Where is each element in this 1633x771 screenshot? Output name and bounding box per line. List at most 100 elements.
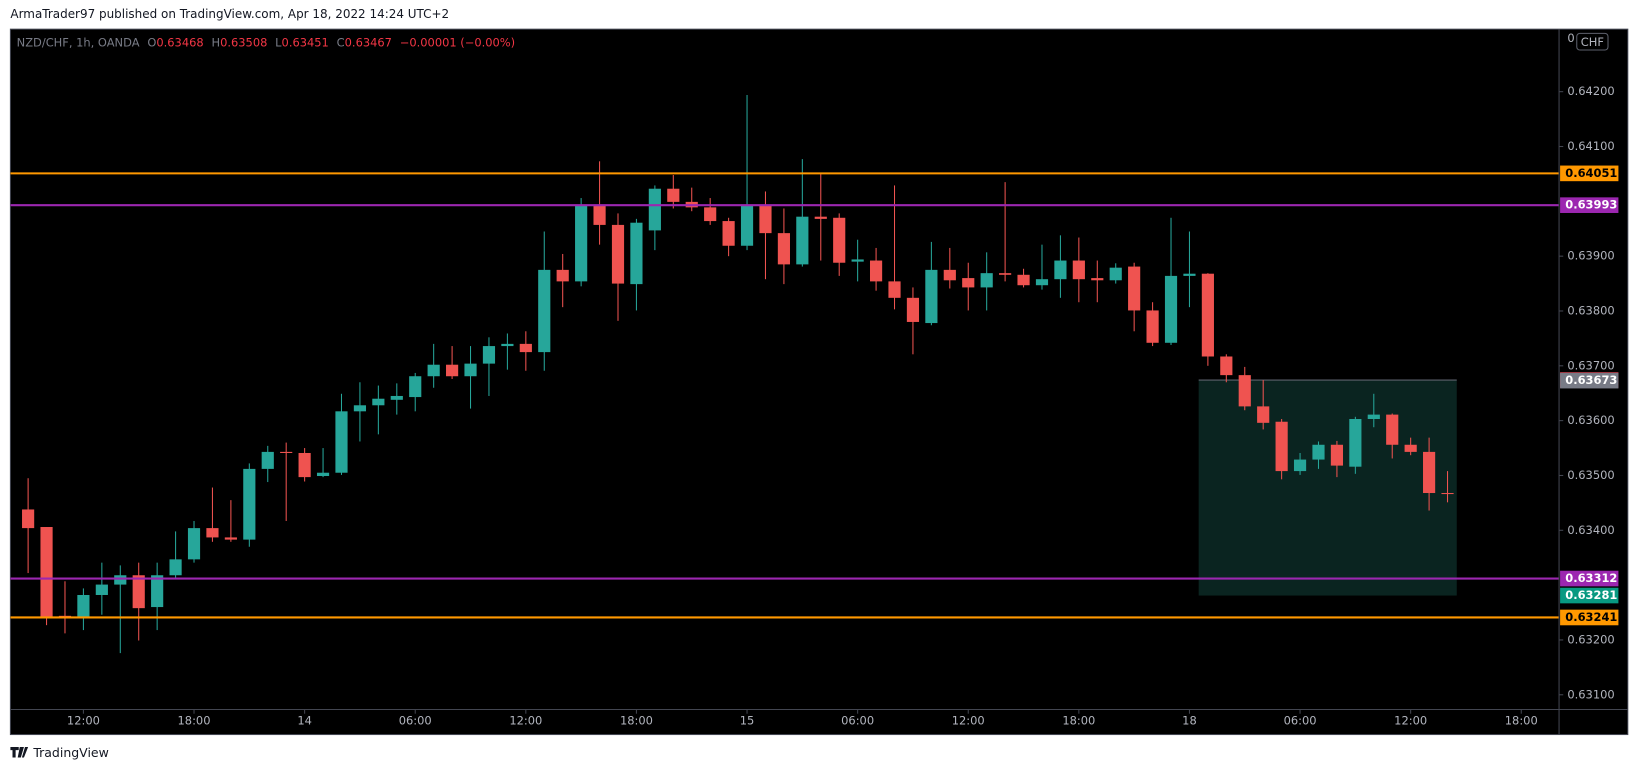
level-price-label: 0.63312: [1565, 571, 1617, 585]
candle-body: [224, 537, 237, 540]
ohlc-value: 0.63451: [282, 35, 329, 49]
level-price-label-bg: [1560, 197, 1619, 213]
candle-body: [1035, 279, 1049, 286]
candle-body: [1109, 267, 1122, 281]
brand-logo: [10, 747, 29, 758]
axis-corner: 0: [1567, 31, 1574, 45]
y-tick-label: 0.63200: [1567, 632, 1614, 646]
candle-body: [1312, 444, 1325, 460]
candle-body: [77, 594, 90, 619]
candle-body: [187, 528, 201, 560]
candle-body: [630, 222, 643, 285]
candle-body: [519, 343, 532, 353]
candle-body: [759, 205, 772, 234]
candle-body: [1017, 274, 1030, 286]
candle-body: [243, 468, 256, 540]
candle-body: [372, 398, 385, 406]
candle-body: [593, 205, 606, 225]
candle-body: [980, 273, 993, 288]
candle-body: [869, 260, 883, 282]
candle-body: [740, 205, 754, 246]
y-tick-label: 0.64100: [1567, 139, 1614, 153]
x-tick-label: 18: [1182, 713, 1197, 727]
currency-box: [1576, 32, 1609, 51]
x-tick-label: 14: [297, 713, 312, 727]
candle-body: [206, 528, 219, 538]
candle-body: [925, 269, 938, 324]
candle-body: [1220, 356, 1233, 376]
candle-body: [1330, 444, 1344, 466]
candle-body: [464, 363, 477, 377]
x-tick-label: 18:00: [1505, 713, 1538, 727]
candle-body: [611, 224, 625, 284]
candle-body: [22, 509, 35, 529]
level-price-label: 0.64051: [1565, 166, 1617, 180]
candle-body: [777, 233, 790, 265]
candle-body: [833, 217, 846, 263]
zone: [1198, 380, 1457, 596]
symbol-info: NZD/CHF, 1h, OANDA O0.63468 H0.63508 L0.…: [17, 35, 515, 49]
ohlc-key: H: [211, 35, 220, 49]
candle-body: [169, 559, 182, 576]
x-tick-label: 18:00: [620, 713, 653, 727]
candle-body: [335, 411, 348, 473]
candle-body: [1072, 260, 1085, 280]
candle-body: [1404, 444, 1417, 452]
currency-label: CHF: [1581, 35, 1604, 49]
candle-body: [316, 472, 330, 477]
candle-body: [261, 451, 274, 469]
symbol: NZD/CHF, 1h, OANDA: [17, 35, 140, 49]
x-tick-label: 06:00: [841, 713, 874, 727]
y-tick-label: 0.63500: [1567, 468, 1614, 482]
candle-body: [814, 216, 827, 219]
candle-body: [962, 278, 975, 288]
candle-body: [409, 376, 422, 398]
candle-body: [1293, 459, 1307, 472]
candle-body: [1183, 273, 1196, 276]
candle-body: [1423, 451, 1436, 494]
candle-body: [851, 259, 864, 262]
x-tick-label: 06:00: [399, 713, 432, 727]
candle-body: [1275, 421, 1288, 472]
candle-body: [667, 188, 680, 202]
candle-body: [501, 343, 514, 347]
candle-body: [1386, 414, 1399, 445]
y-tick-label: 0.63700: [1567, 358, 1614, 372]
candle-body: [95, 584, 108, 595]
candle-body: [482, 346, 496, 364]
candle-body: [390, 395, 403, 400]
candle-body: [538, 269, 551, 353]
level-price-label-bg: [1560, 165, 1619, 182]
x-tick-label: 18:00: [178, 713, 211, 727]
candle-body: [1201, 273, 1214, 357]
candle-body: [906, 297, 920, 322]
y-tick-label: 0.63900: [1567, 249, 1614, 263]
candle-body: [943, 269, 956, 281]
candle-body: [1257, 406, 1270, 423]
candle-body: [1238, 375, 1251, 407]
level-price-label-bg: [1560, 570, 1619, 587]
x-tick-label: 12:00: [509, 713, 542, 727]
candle-body: [1441, 493, 1454, 495]
candle-body: [1349, 418, 1362, 467]
x-tick-label: 15: [740, 713, 755, 727]
candle-body: [353, 405, 367, 412]
x-tick-label: 18:00: [1062, 713, 1095, 727]
y-tick-label: 0.63600: [1567, 413, 1614, 427]
candle-body: [704, 207, 717, 222]
ohlc-value: 0.63467: [345, 35, 392, 49]
candle-body: [722, 221, 735, 246]
y-tick-label: 0.63100: [1567, 687, 1614, 701]
y-tick-label: 0.63800: [1567, 303, 1614, 317]
logo-mark: [10, 747, 29, 758]
ohlc-key: L: [275, 35, 282, 49]
level-price-label: 0.63241: [1565, 610, 1617, 624]
zone-bottom-label-bg: [1560, 587, 1619, 604]
ohlc-key: O: [147, 35, 156, 49]
candle-body: [556, 269, 569, 282]
candle-body: [132, 575, 145, 609]
last-price-label-bg: [1560, 372, 1619, 389]
candle-body: [1054, 260, 1067, 280]
candle-body: [796, 216, 809, 265]
x-tick-label: 12:00: [1394, 713, 1427, 727]
